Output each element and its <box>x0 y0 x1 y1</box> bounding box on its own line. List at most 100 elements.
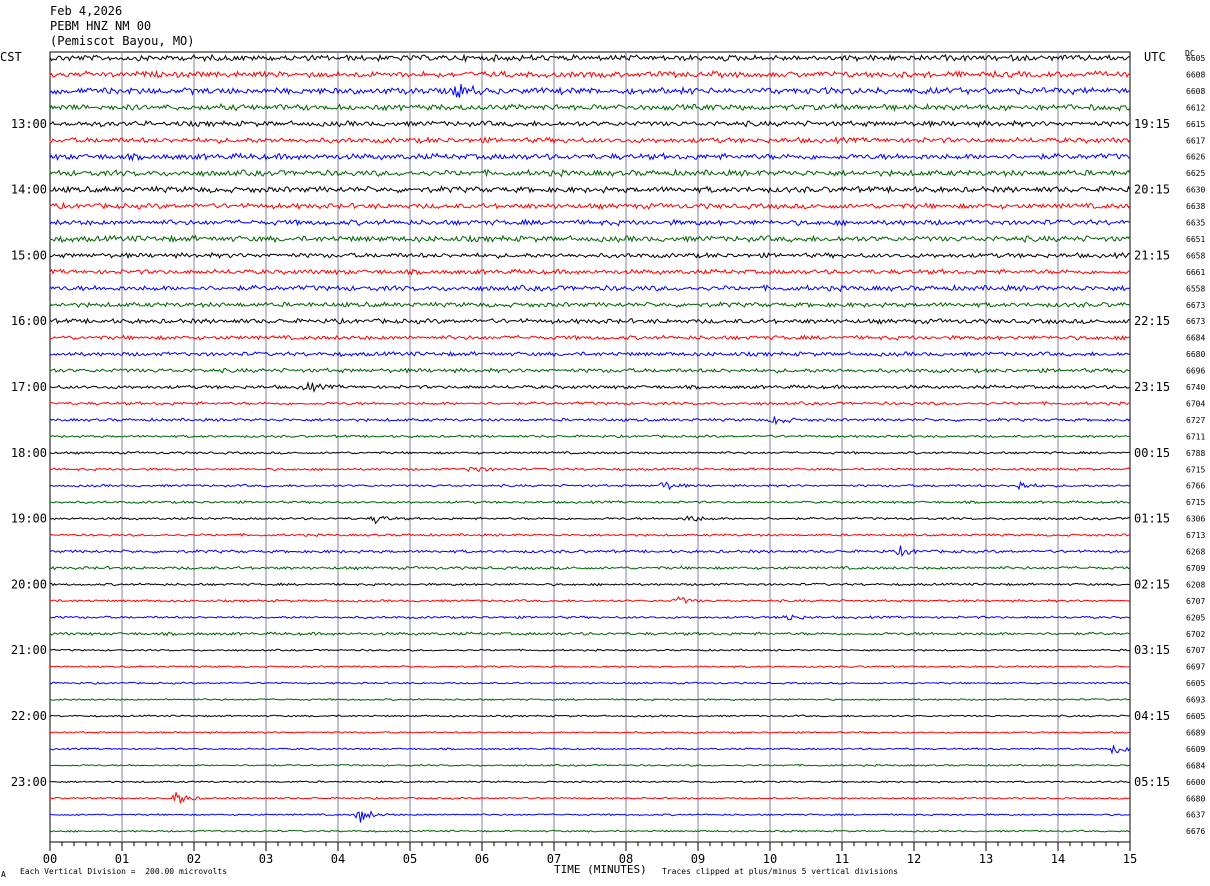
dc-offset-label: 6608 <box>1186 87 1205 96</box>
left-timezone-label: CST <box>0 50 22 64</box>
header-station: PEBM HNZ NM 00 <box>50 19 152 33</box>
dc-offset-label: 6268 <box>1186 548 1205 557</box>
trace-23 <box>49 434 1131 439</box>
trace-38 <box>49 681 1131 685</box>
dc-offset-label: 6693 <box>1186 696 1205 705</box>
right-hour-label: 04:15 <box>1134 709 1170 723</box>
trace-28 <box>49 515 1130 525</box>
dc-offset-label: 6684 <box>1186 334 1205 343</box>
trace-30 <box>49 545 1131 558</box>
dc-offset-label: 6707 <box>1186 597 1205 606</box>
left-hour-label: 15:00 <box>11 248 47 262</box>
dc-offset-label: 6608 <box>1186 70 1205 79</box>
dc-offset-label: 6680 <box>1186 794 1205 803</box>
right-hour-label: 23:15 <box>1134 380 1170 394</box>
trace-10 <box>49 218 1131 227</box>
x-tick-label: 06 <box>475 852 489 866</box>
right-hour-label: 19:15 <box>1134 117 1170 131</box>
trace-22 <box>49 416 1131 426</box>
dc-offset-label: 6658 <box>1186 251 1205 260</box>
dc-offset-label: 6605 <box>1186 679 1205 688</box>
trace-36 <box>49 648 1131 652</box>
dc-offset-label: 6630 <box>1186 186 1205 195</box>
right-hour-label: 22:15 <box>1134 314 1170 328</box>
x-tick-label: 03 <box>259 852 273 866</box>
x-tick-label: 05 <box>403 852 417 866</box>
trace-18 <box>49 350 1131 358</box>
scale-note: Each Vertical Division = 200.00 microvol… <box>20 867 228 876</box>
trace-0 <box>49 53 1131 63</box>
trace-35 <box>49 631 1131 637</box>
left-hour-label: 13:00 <box>11 117 47 131</box>
x-tick-label: 07 <box>547 852 561 866</box>
dc-offset-label: 6689 <box>1186 728 1205 737</box>
trace-12 <box>49 251 1131 260</box>
trace-41 <box>49 730 1131 735</box>
dc-offset-label: 6709 <box>1186 564 1205 573</box>
left-hour-label: 14:00 <box>11 183 47 197</box>
dc-offset-label: 6704 <box>1186 399 1205 408</box>
trace-13 <box>49 268 1131 276</box>
dc-offset-label: 6713 <box>1186 531 1205 540</box>
trace-25 <box>49 466 1131 473</box>
dc-offset-label: 6605 <box>1186 712 1205 721</box>
trace-7 <box>49 168 1131 178</box>
right-hour-label: 21:15 <box>1134 248 1170 262</box>
dc-offset-label: 6696 <box>1186 367 1205 376</box>
x-tick-label: 14 <box>1051 852 1065 866</box>
x-tick-label: 13 <box>979 852 993 866</box>
x-tick-label: 08 <box>619 852 633 866</box>
trace-20 <box>49 381 1131 394</box>
dc-offset-label: 6638 <box>1186 202 1205 211</box>
right-hour-label: 03:15 <box>1134 643 1170 657</box>
x-axis-title: TIME (MINUTES) <box>554 863 647 876</box>
x-tick-label: 12 <box>907 852 921 866</box>
trace-16 <box>49 317 1131 325</box>
dc-offset-label: 6707 <box>1186 646 1205 655</box>
dc-offset-label: 6711 <box>1186 432 1205 441</box>
trace-39 <box>49 698 1131 702</box>
trace-33 <box>49 596 1131 605</box>
right-hour-label: 01:15 <box>1134 512 1170 526</box>
dc-offset-label: 6615 <box>1186 120 1205 129</box>
left-hour-label: 22:00 <box>11 709 47 723</box>
dc-label: DC <box>1185 49 1195 58</box>
dc-offset-label: 6684 <box>1186 761 1205 770</box>
right-hour-label: 20:15 <box>1134 183 1170 197</box>
x-tick-label: 04 <box>331 852 345 866</box>
trace-1 <box>49 69 1131 79</box>
x-tick-label: 02 <box>187 852 201 866</box>
left-hour-label: 23:00 <box>11 775 47 789</box>
trace-8 <box>49 185 1131 195</box>
trace-2 <box>49 83 1131 98</box>
x-tick-label: 09 <box>691 852 705 866</box>
dc-offset-label: 6609 <box>1186 745 1205 754</box>
trace-5 <box>49 136 1131 145</box>
right-timezone-label: UTC <box>1144 50 1166 64</box>
dc-offset-label: 6637 <box>1186 811 1205 820</box>
dc-offset-label: 6766 <box>1186 482 1205 491</box>
dc-offset-label: 6306 <box>1186 515 1205 524</box>
header-location: (Pemiscot Bayou, MO) <box>50 34 195 48</box>
trace-40 <box>49 714 1131 718</box>
trace-42 <box>49 744 1131 755</box>
left-hour-label: 18:00 <box>11 446 47 460</box>
trace-43 <box>49 763 1131 767</box>
dc-offset-label: 6702 <box>1186 630 1205 639</box>
corner-mark: A <box>1 870 6 879</box>
dc-offset-label: 6558 <box>1186 284 1205 293</box>
trace-27 <box>49 500 1131 505</box>
dc-offset-label: 6740 <box>1186 383 1205 392</box>
dc-offset-label: 6651 <box>1186 235 1205 244</box>
trace-29 <box>49 532 1131 538</box>
trace-46 <box>49 810 1131 823</box>
trace-24 <box>49 450 1131 455</box>
dc-offset-label: 6673 <box>1186 317 1205 326</box>
dc-offset-label: 6205 <box>1186 613 1205 622</box>
trace-15 <box>49 300 1131 309</box>
trace-3 <box>49 102 1131 112</box>
trace-26 <box>49 480 1131 491</box>
right-hour-label: 00:15 <box>1134 446 1170 460</box>
dc-offset-label: 6612 <box>1186 103 1205 112</box>
left-hour-label: 21:00 <box>11 643 47 657</box>
